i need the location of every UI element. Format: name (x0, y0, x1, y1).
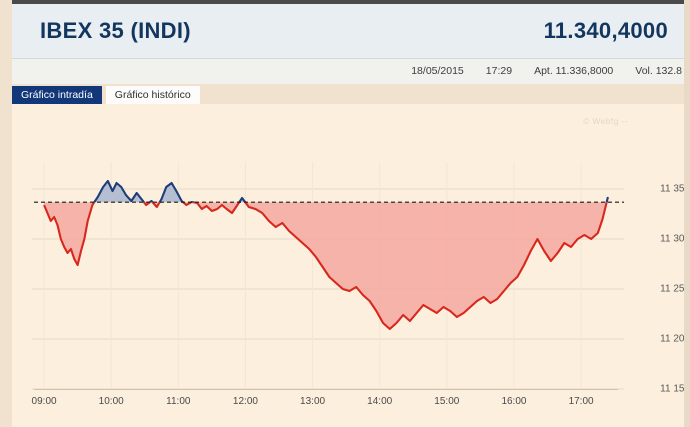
tab-grafico-intradia[interactable]: Gráfico intradía (12, 86, 102, 104)
x-axis-tick: 10:00 (98, 396, 124, 407)
quote-open: Apt. 11.336,8000 (534, 65, 614, 77)
x-axis-line (34, 389, 618, 390)
y-axis-tick: 11 350 (660, 183, 684, 195)
quote-date: 18/05/2015 (411, 65, 464, 77)
x-axis-tick: 09:00 (31, 396, 57, 407)
x-axis-tick: 12:00 (232, 396, 258, 407)
x-axis-tick: 14:00 (367, 396, 393, 407)
x-axis-tick: 11:00 (166, 396, 191, 407)
right-gutter (684, 0, 690, 427)
last-price: 11.340,4000 (543, 18, 668, 43)
chart-panel[interactable]: © Webfg -- 11 350 11 300 11 250 11 200 11 15… (12, 104, 684, 427)
chart-tabs: Gráfico intradía Gráfico histórico (12, 84, 684, 104)
watermark-label: © Webfg -- (582, 116, 628, 126)
x-axis-tick: 15:00 (434, 396, 460, 407)
instrument-title: IBEX 35 (INDI) (40, 18, 191, 43)
y-axis-tick: 11 150 (660, 383, 684, 395)
quote-header: IBEX 35 (INDI) 11.340,4000 (12, 4, 684, 58)
x-axis-tick: 17:00 (568, 396, 594, 407)
intraday-area-chart (32, 162, 624, 390)
y-axis-tick: 11 200 (660, 333, 684, 345)
x-axis-tick: 16:00 (501, 396, 527, 407)
quote-volume: Vol. 132.8 (635, 65, 682, 77)
top-rule (12, 0, 684, 4)
x-axis-labels: 09:00 10:00 11:00 12:00 13:00 14:00 15:00 16:00… (12, 390, 684, 414)
tab-grafico-historico[interactable]: Gráfico histórico (105, 86, 200, 104)
y-axis-labels: 11 350 11 300 11 250 11 200 11 150 (636, 104, 684, 404)
left-gutter (0, 0, 12, 427)
quote-time: 17:29 (485, 65, 513, 77)
y-axis-tick: 11 300 (660, 233, 684, 245)
y-axis-tick: 11 250 (660, 283, 684, 295)
plot-area[interactable] (22, 104, 626, 390)
quote-info-bar: 18/05/2015 17:29 Apt. 11.336,8000 Vol. 1… (12, 58, 684, 85)
x-axis-tick: 13:00 (300, 396, 326, 407)
